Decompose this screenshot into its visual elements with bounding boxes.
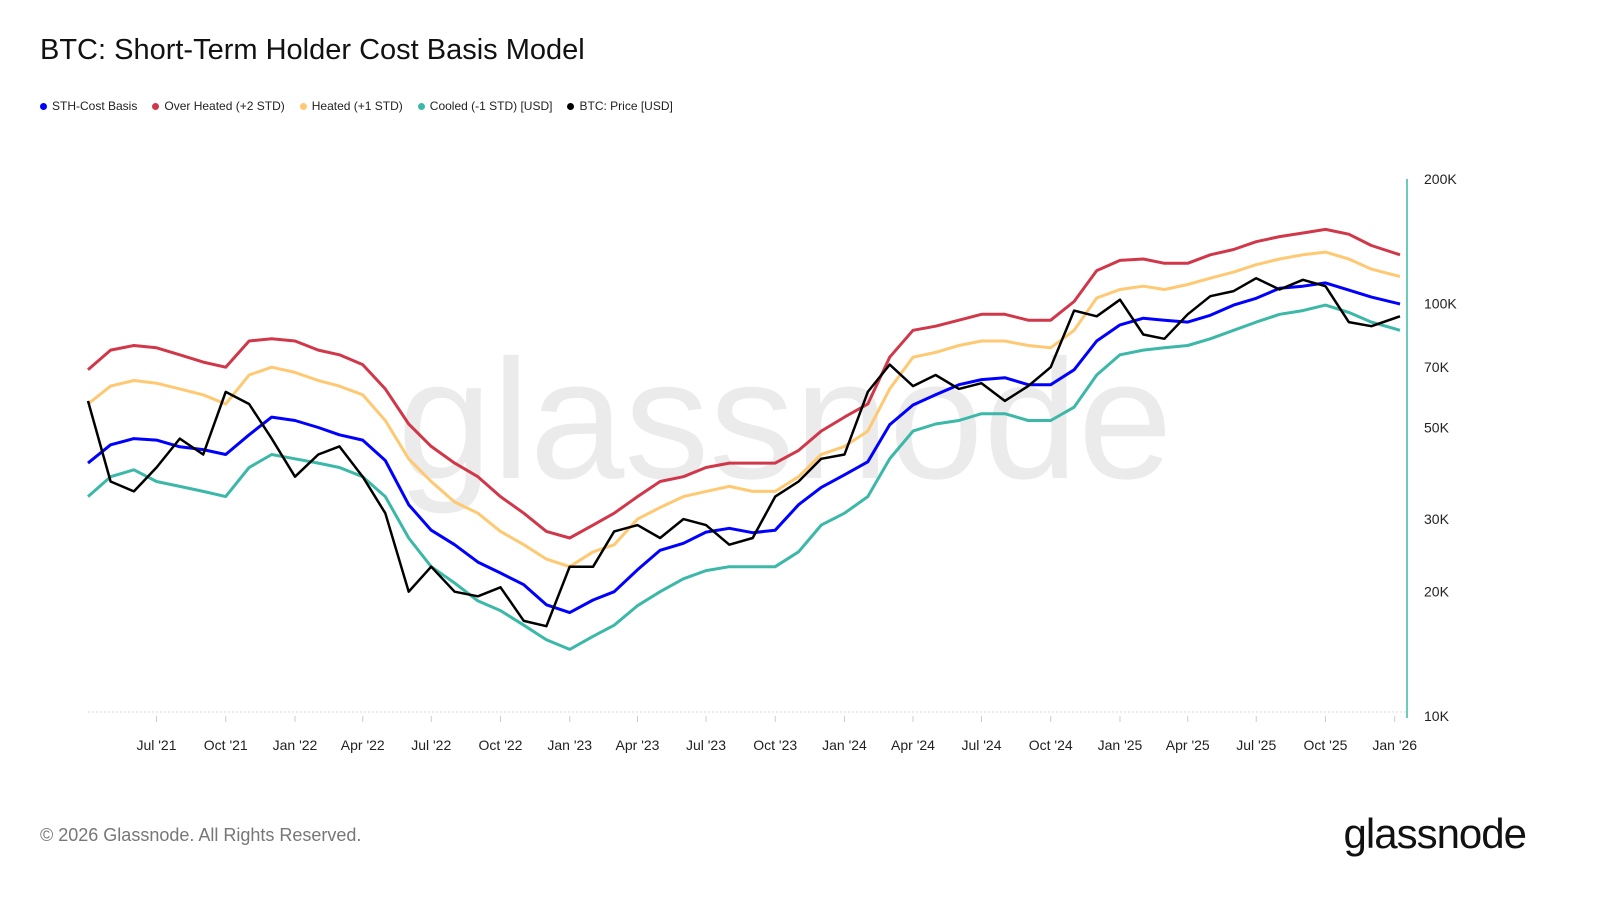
x-tick-label: Jul '24: [961, 737, 1001, 753]
x-tick-label: Jul '23: [686, 737, 726, 753]
x-tick-label: Oct '25: [1304, 737, 1348, 753]
legend-label: Cooled (-1 STD) [USD]: [429, 99, 553, 113]
x-tick-label: Jan '23: [547, 737, 592, 753]
y-tick-label: 100K: [1424, 295, 1457, 311]
legend-item-heated[interactable]: Heated (+1 STD): [299, 99, 403, 113]
x-tick-label: Jul '21: [136, 737, 176, 753]
legend-dot-icon: [152, 102, 160, 110]
legend: STH-Cost Basis Over Heated (+2 STD) Heat…: [40, 99, 688, 113]
y-tick-label: 200K: [1424, 171, 1457, 187]
legend-label: STH-Cost Basis: [52, 99, 138, 113]
x-tick-label: Oct '21: [204, 737, 248, 753]
series-line-heated-1-std: [87, 250, 1401, 569]
series-line-btc-price-usd: [86, 276, 1401, 628]
legend-label: Over Heated (+2 STD): [164, 99, 285, 113]
x-tick-label: Apr '24: [891, 737, 935, 753]
x-tick-label: Oct '22: [479, 737, 523, 753]
series-line-over-heated-2-std: [87, 227, 1401, 540]
y-tick-label: 70K: [1424, 359, 1450, 375]
legend-dot-icon: [567, 102, 575, 110]
x-tick-label: Jan '25: [1098, 737, 1143, 753]
x-tick-label: Apr '22: [341, 737, 385, 753]
x-tick-label: Jul '22: [411, 737, 451, 753]
legend-dot-icon: [417, 102, 425, 110]
x-tick-label: Apr '25: [1166, 737, 1210, 753]
x-tick-label: Jan '24: [822, 737, 867, 753]
legend-item-cooled[interactable]: Cooled (-1 STD) [USD]: [417, 99, 553, 113]
glassnode-logo: glassnode: [1343, 810, 1527, 857]
x-tick-label: Jan '22: [273, 737, 318, 753]
x-tick-label: Jan '26: [1372, 737, 1417, 753]
y-tick-label: 20K: [1424, 584, 1450, 600]
x-tick-label: Jul '25: [1236, 737, 1276, 753]
x-tick-label: Oct '24: [1029, 737, 1073, 753]
x-tick-label: Oct '23: [753, 737, 797, 753]
y-tick-label: 30K: [1424, 511, 1450, 527]
legend-dot-icon: [40, 102, 47, 110]
legend-item-btc-price[interactable]: BTC: Price [USD]: [567, 99, 673, 113]
series-line-cooled-1-std-usd: [87, 303, 1401, 651]
legend-dot-icon: [299, 102, 307, 110]
legend-label: BTC: Price [USD]: [579, 99, 673, 113]
y-tick-label: 10K: [1424, 708, 1450, 724]
chart-title: BTC: Short-Term Holder Cost Basis Model: [40, 34, 585, 66]
legend-label: Heated (+1 STD): [311, 99, 403, 113]
x-tick-label: Apr '23: [616, 737, 660, 753]
series-line-sth-cost-basis: [87, 281, 1401, 615]
y-tick-label: 50K: [1424, 420, 1450, 436]
legend-item-over-heated[interactable]: Over Heated (+2 STD): [152, 99, 285, 113]
legend-item-sth-cost-basis[interactable]: STH-Cost Basis: [40, 99, 137, 113]
copyright-footer: © 2026 Glassnode. All Rights Reserved.: [40, 825, 362, 845]
